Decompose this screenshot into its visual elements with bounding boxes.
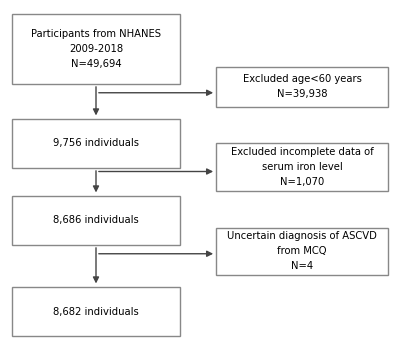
Text: Excluded incomplete data of: Excluded incomplete data of — [231, 147, 373, 158]
Text: Participants from NHANES: Participants from NHANES — [31, 29, 161, 39]
Text: serum iron level: serum iron level — [262, 162, 342, 172]
Text: N=4: N=4 — [291, 261, 313, 271]
Text: N=39,938: N=39,938 — [277, 89, 327, 99]
Text: 8,686 individuals: 8,686 individuals — [53, 216, 139, 225]
Text: 2009-2018: 2009-2018 — [69, 44, 123, 54]
FancyBboxPatch shape — [12, 119, 180, 168]
FancyBboxPatch shape — [216, 144, 388, 191]
Text: 8,682 individuals: 8,682 individuals — [53, 307, 139, 316]
Text: Uncertain diagnosis of ASCVD: Uncertain diagnosis of ASCVD — [227, 231, 377, 242]
FancyBboxPatch shape — [12, 196, 180, 245]
Text: N=49,694: N=49,694 — [71, 59, 121, 69]
FancyBboxPatch shape — [12, 287, 180, 336]
Text: from MCQ: from MCQ — [277, 246, 327, 256]
FancyBboxPatch shape — [216, 228, 388, 275]
Text: N=1,070: N=1,070 — [280, 177, 324, 187]
FancyBboxPatch shape — [216, 66, 388, 107]
Text: Excluded age<60 years: Excluded age<60 years — [242, 74, 362, 84]
Text: 9,756 individuals: 9,756 individuals — [53, 139, 139, 148]
FancyBboxPatch shape — [12, 14, 180, 84]
